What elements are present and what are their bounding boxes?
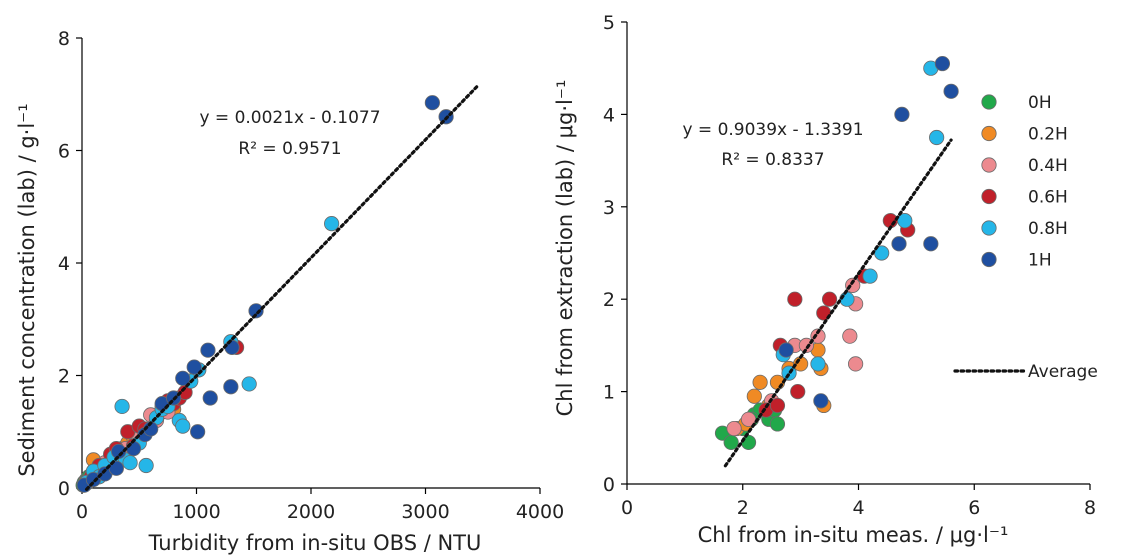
chart1-y-tick-label: 6 (58, 141, 70, 163)
chart1-point-1H (175, 370, 191, 386)
chart1-y-tick-label: 0 (58, 478, 70, 500)
chart2-point-1H (813, 393, 829, 409)
chart1-point-0_8H (122, 455, 138, 471)
chart2-point-0H (740, 434, 757, 451)
chart1-point-1H (111, 443, 127, 460)
chart2-trend-line (723, 138, 953, 468)
chart1-point-1H (125, 441, 142, 457)
legend-marker-0_6H (981, 188, 997, 205)
chart2-y-tick-label: 2 (603, 289, 615, 311)
chart2-legend: 0H 0.2H 0.4H 0.6H 0.8H 1H Average (953, 93, 1098, 382)
chart2-point-0_2H (752, 374, 768, 390)
chart1-point-1H (202, 390, 218, 406)
chart2-point-0_8H (810, 356, 826, 372)
chart1-point-1H (190, 424, 206, 440)
chart1-point-1H (224, 339, 240, 355)
chart2-x-tick-label: 8 (1084, 497, 1096, 519)
legend-label-0_6H: 0.6H (1028, 188, 1068, 208)
chart2-point-0_6H (821, 291, 838, 307)
chart2-x-tick-label: 6 (968, 497, 980, 519)
chart2-point-0_2H (746, 388, 762, 404)
legend-marker-0_2H (981, 125, 997, 142)
chart1-x-tick-label: 3000 (401, 501, 449, 523)
chart2-y-axis-title: Chl from extraction (lab) / μg·l⁻¹ (553, 80, 577, 417)
chart2-point-0H (723, 434, 739, 451)
chart1-x-tick-label: 0 (76, 501, 88, 523)
chart2-point-0H (769, 416, 786, 432)
legend-label-0H: 0H (1028, 93, 1052, 113)
legend-marker-1H (981, 251, 997, 268)
chart-sediment-vs-turbidity: Sediment concentration (lab) / g·l⁻¹ Tur… (15, 28, 564, 555)
chart2-point-0_6H (790, 383, 806, 400)
chart2-point-0_4H (848, 356, 864, 372)
chart2-y-tick-label: 1 (603, 382, 615, 404)
chart2-point-1H (778, 342, 794, 358)
chart1-point-0_8H (324, 216, 340, 232)
chart2-point-0_8H (929, 129, 945, 146)
chart1-point-0_8H (138, 457, 154, 474)
chart2-point-0_8H (862, 268, 878, 284)
chart1-y-tick-label: 2 (58, 366, 70, 388)
legend-label-average: Average (1028, 362, 1098, 382)
chart1-trend-line (84, 84, 479, 491)
chart1-point-0_8H (175, 418, 191, 434)
legend-marker-0H (981, 94, 997, 110)
chart2-point-1H (934, 55, 951, 72)
chart2-y-tick-label: 3 (603, 197, 615, 219)
chart1-x-tick-label: 4000 (516, 501, 564, 523)
chart1-y-tick-label: 4 (58, 253, 70, 275)
chart2-point-1H (891, 236, 907, 252)
chart1-y-axis-title: Sediment concentration (lab) / g·l⁻¹ (15, 103, 39, 476)
chart1-y-tick-label: 8 (58, 28, 70, 50)
chart2-r-squared: R² = 0.8337 (721, 150, 824, 170)
chart2-point-1H (923, 236, 939, 252)
chart2-x-tick-label: 0 (621, 497, 633, 519)
chart2-point-0_8H (897, 213, 913, 229)
chart2-point-1H (894, 106, 910, 123)
chart1-r-squared: R² = 0.9571 (238, 139, 341, 159)
chart1-x-axis-title: Turbidity from in-situ OBS / NTU (148, 531, 482, 555)
chart1-equation: y = 0.0021x - 0.1077 (199, 108, 380, 128)
chart-chl-extraction-vs-insitu: Chl from extraction (lab) / μg·l⁻¹ Chl f… (553, 12, 1096, 547)
chart1-point-0_8H (114, 398, 130, 415)
legend-label-0_8H: 0.8H (1028, 219, 1068, 239)
chart1-point-1H (424, 95, 440, 111)
legend-marker-0_8H (981, 220, 997, 236)
chart2-x-tick-label: 2 (737, 497, 749, 519)
chart1-point-1H (248, 303, 264, 319)
legend-label-1H: 1H (1028, 251, 1052, 271)
chart2-x-tick-label: 4 (852, 497, 864, 519)
chart2-point-0_4H (726, 420, 742, 437)
chart2-point-0_6H (787, 291, 803, 307)
chart1-point-0_8H (241, 376, 257, 392)
chart1-point-1H (186, 359, 202, 375)
chart2-point-1H (943, 83, 959, 99)
legend-label-0_4H: 0.4H (1028, 156, 1068, 176)
legend-label-0_2H: 0.2H (1028, 125, 1068, 145)
legend-marker-0_4H (981, 157, 997, 173)
chart2-y-tick-label: 5 (603, 12, 615, 34)
chart1-x-tick-label: 2000 (287, 501, 335, 523)
chart2-point-0_4H (810, 328, 826, 344)
chart2-y-tick-label: 4 (603, 104, 615, 126)
chart1-x-tick-label: 1000 (172, 501, 220, 523)
chart2-x-axis-title: Chl from in-situ meas. / μg·l⁻¹ (698, 523, 1009, 547)
chart2-equation: y = 0.9039x - 1.3391 (682, 120, 863, 140)
chart2-point-0_4H (842, 328, 858, 344)
chart2-y-tick-label: 0 (603, 474, 615, 496)
chart1-point-1H (200, 342, 216, 358)
chart2-point-0_6H (769, 397, 786, 414)
chart1-point-1H (223, 379, 239, 395)
